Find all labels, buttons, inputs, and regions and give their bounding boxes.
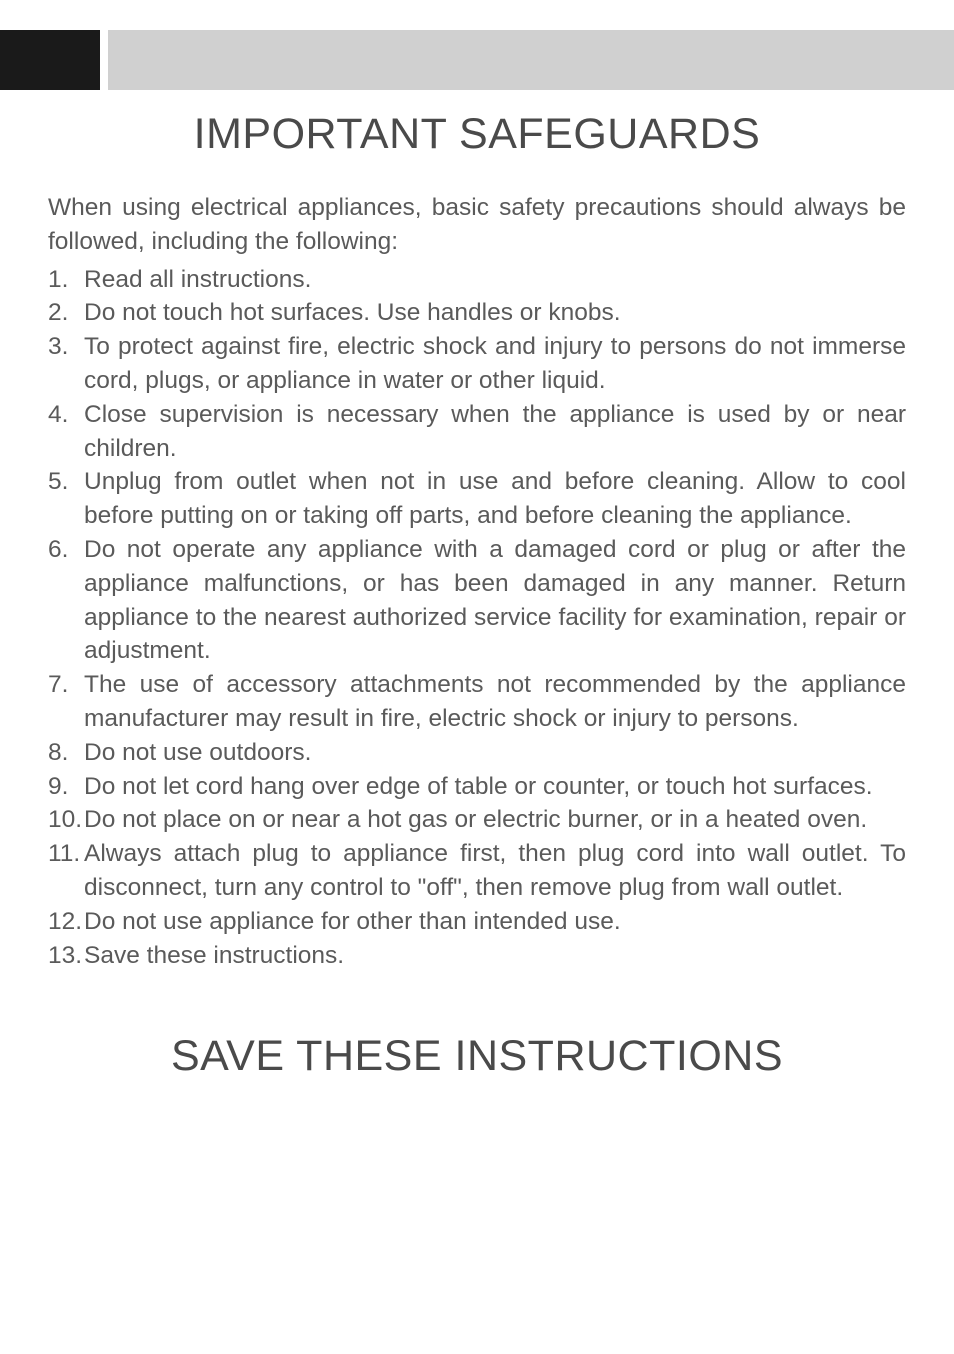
item-text: Do not place on or near a hot gas or ele…: [84, 806, 867, 833]
header-grey-bar: [108, 30, 954, 90]
intro-text: When using electrical appliances, basic …: [48, 191, 906, 259]
item-text: Read all instructions.: [84, 266, 311, 293]
item-number: 1.: [48, 263, 68, 297]
list-item: 4. Close supervision is necessary when th…: [48, 398, 906, 466]
item-number: 2.: [48, 296, 68, 330]
item-text: Unplug from outlet when not in use and b…: [84, 468, 906, 529]
item-number: 11.: [48, 837, 80, 871]
list-item: 10.Do not place on or near a hot gas or …: [48, 803, 906, 837]
list-item: 6. Do not operate any appliance with a da…: [48, 533, 906, 668]
item-text: Do not use outdoors.: [84, 739, 311, 766]
list-item: 2. Do not touch hot surfaces. Use handles…: [48, 296, 906, 330]
item-text: Save these instructions.: [84, 942, 344, 969]
item-number: 7.: [48, 668, 68, 702]
list-item: 1. Read all instructions.: [48, 263, 906, 297]
page-content: IMPORTANT SAFEGUARDS When using electric…: [0, 0, 954, 1081]
item-text: Do not use appliance for other than inte…: [84, 908, 621, 935]
item-text: Do not operate any appliance with a dama…: [84, 536, 906, 664]
list-item: 11.Always attach plug to appliance first…: [48, 837, 906, 905]
item-text: Do not let cord hang over edge of table …: [84, 773, 873, 800]
instructions-list: 1. Read all instructions. 2. Do not touch …: [48, 263, 906, 973]
list-item: 8. Do not use outdoors.: [48, 736, 906, 770]
item-text: To protect against fire, electric shock …: [84, 333, 906, 394]
item-text: Always attach plug to appliance first, t…: [84, 840, 906, 901]
list-item: 9. Do not let cord hang over edge of tabl…: [48, 770, 906, 804]
item-text: Close supervision is necessary when the …: [84, 401, 906, 462]
list-item: 13.Save these instructions.: [48, 939, 906, 973]
item-number: 10.: [48, 803, 82, 837]
list-item: 5. Unplug from outlet when not in use and…: [48, 465, 906, 533]
item-number: 5.: [48, 465, 68, 499]
item-number: 8.: [48, 736, 68, 770]
footer-title: SAVE THESE INSTRUCTIONS: [48, 1032, 906, 1081]
list-item: 3. To protect against fire, electric shoc…: [48, 330, 906, 398]
item-text: The use of accessory attachments not rec…: [84, 671, 906, 732]
list-item: 12.Do not use appliance for other than i…: [48, 905, 906, 939]
header-bar: [0, 30, 954, 90]
list-item: 7. The use of accessory attachments not r…: [48, 668, 906, 736]
item-text: Do not touch hot surfaces. Use handles o…: [84, 299, 621, 326]
main-title: IMPORTANT SAFEGUARDS: [48, 110, 906, 159]
item-number: 6.: [48, 533, 68, 567]
item-number: 12.: [48, 905, 82, 939]
item-number: 3.: [48, 330, 68, 364]
item-number: 4.: [48, 398, 68, 432]
header-black-box: [0, 30, 100, 90]
item-number: 13.: [48, 939, 82, 973]
item-number: 9.: [48, 770, 68, 804]
